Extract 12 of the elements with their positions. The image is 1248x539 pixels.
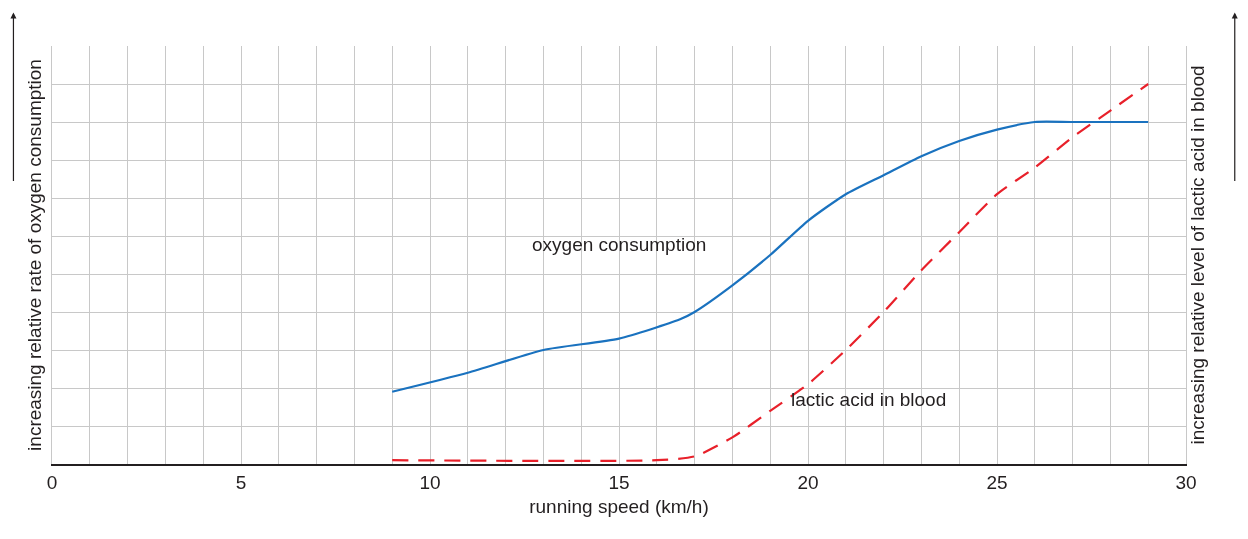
series-label: lactic acid in blood xyxy=(791,389,947,410)
x-tick-label: 25 xyxy=(986,471,1008,493)
y-axis-title: increasing relative rate of oxygen consumption xyxy=(23,59,45,451)
x-tick-label: 15 xyxy=(608,471,630,493)
x-tick-label: 20 xyxy=(797,471,819,493)
x-tick-label: 30 xyxy=(1175,471,1197,493)
x-tick-label: 10 xyxy=(419,471,441,493)
x-tick-label: 0 xyxy=(46,471,58,493)
x-axis-title: running speed (km/h) xyxy=(529,495,709,517)
text: oxygen consumption xyxy=(532,234,707,255)
x-tick-label: 5 xyxy=(235,471,247,493)
y2-axis-title: increasing relative level of lactic acid in blood xyxy=(1186,65,1208,445)
